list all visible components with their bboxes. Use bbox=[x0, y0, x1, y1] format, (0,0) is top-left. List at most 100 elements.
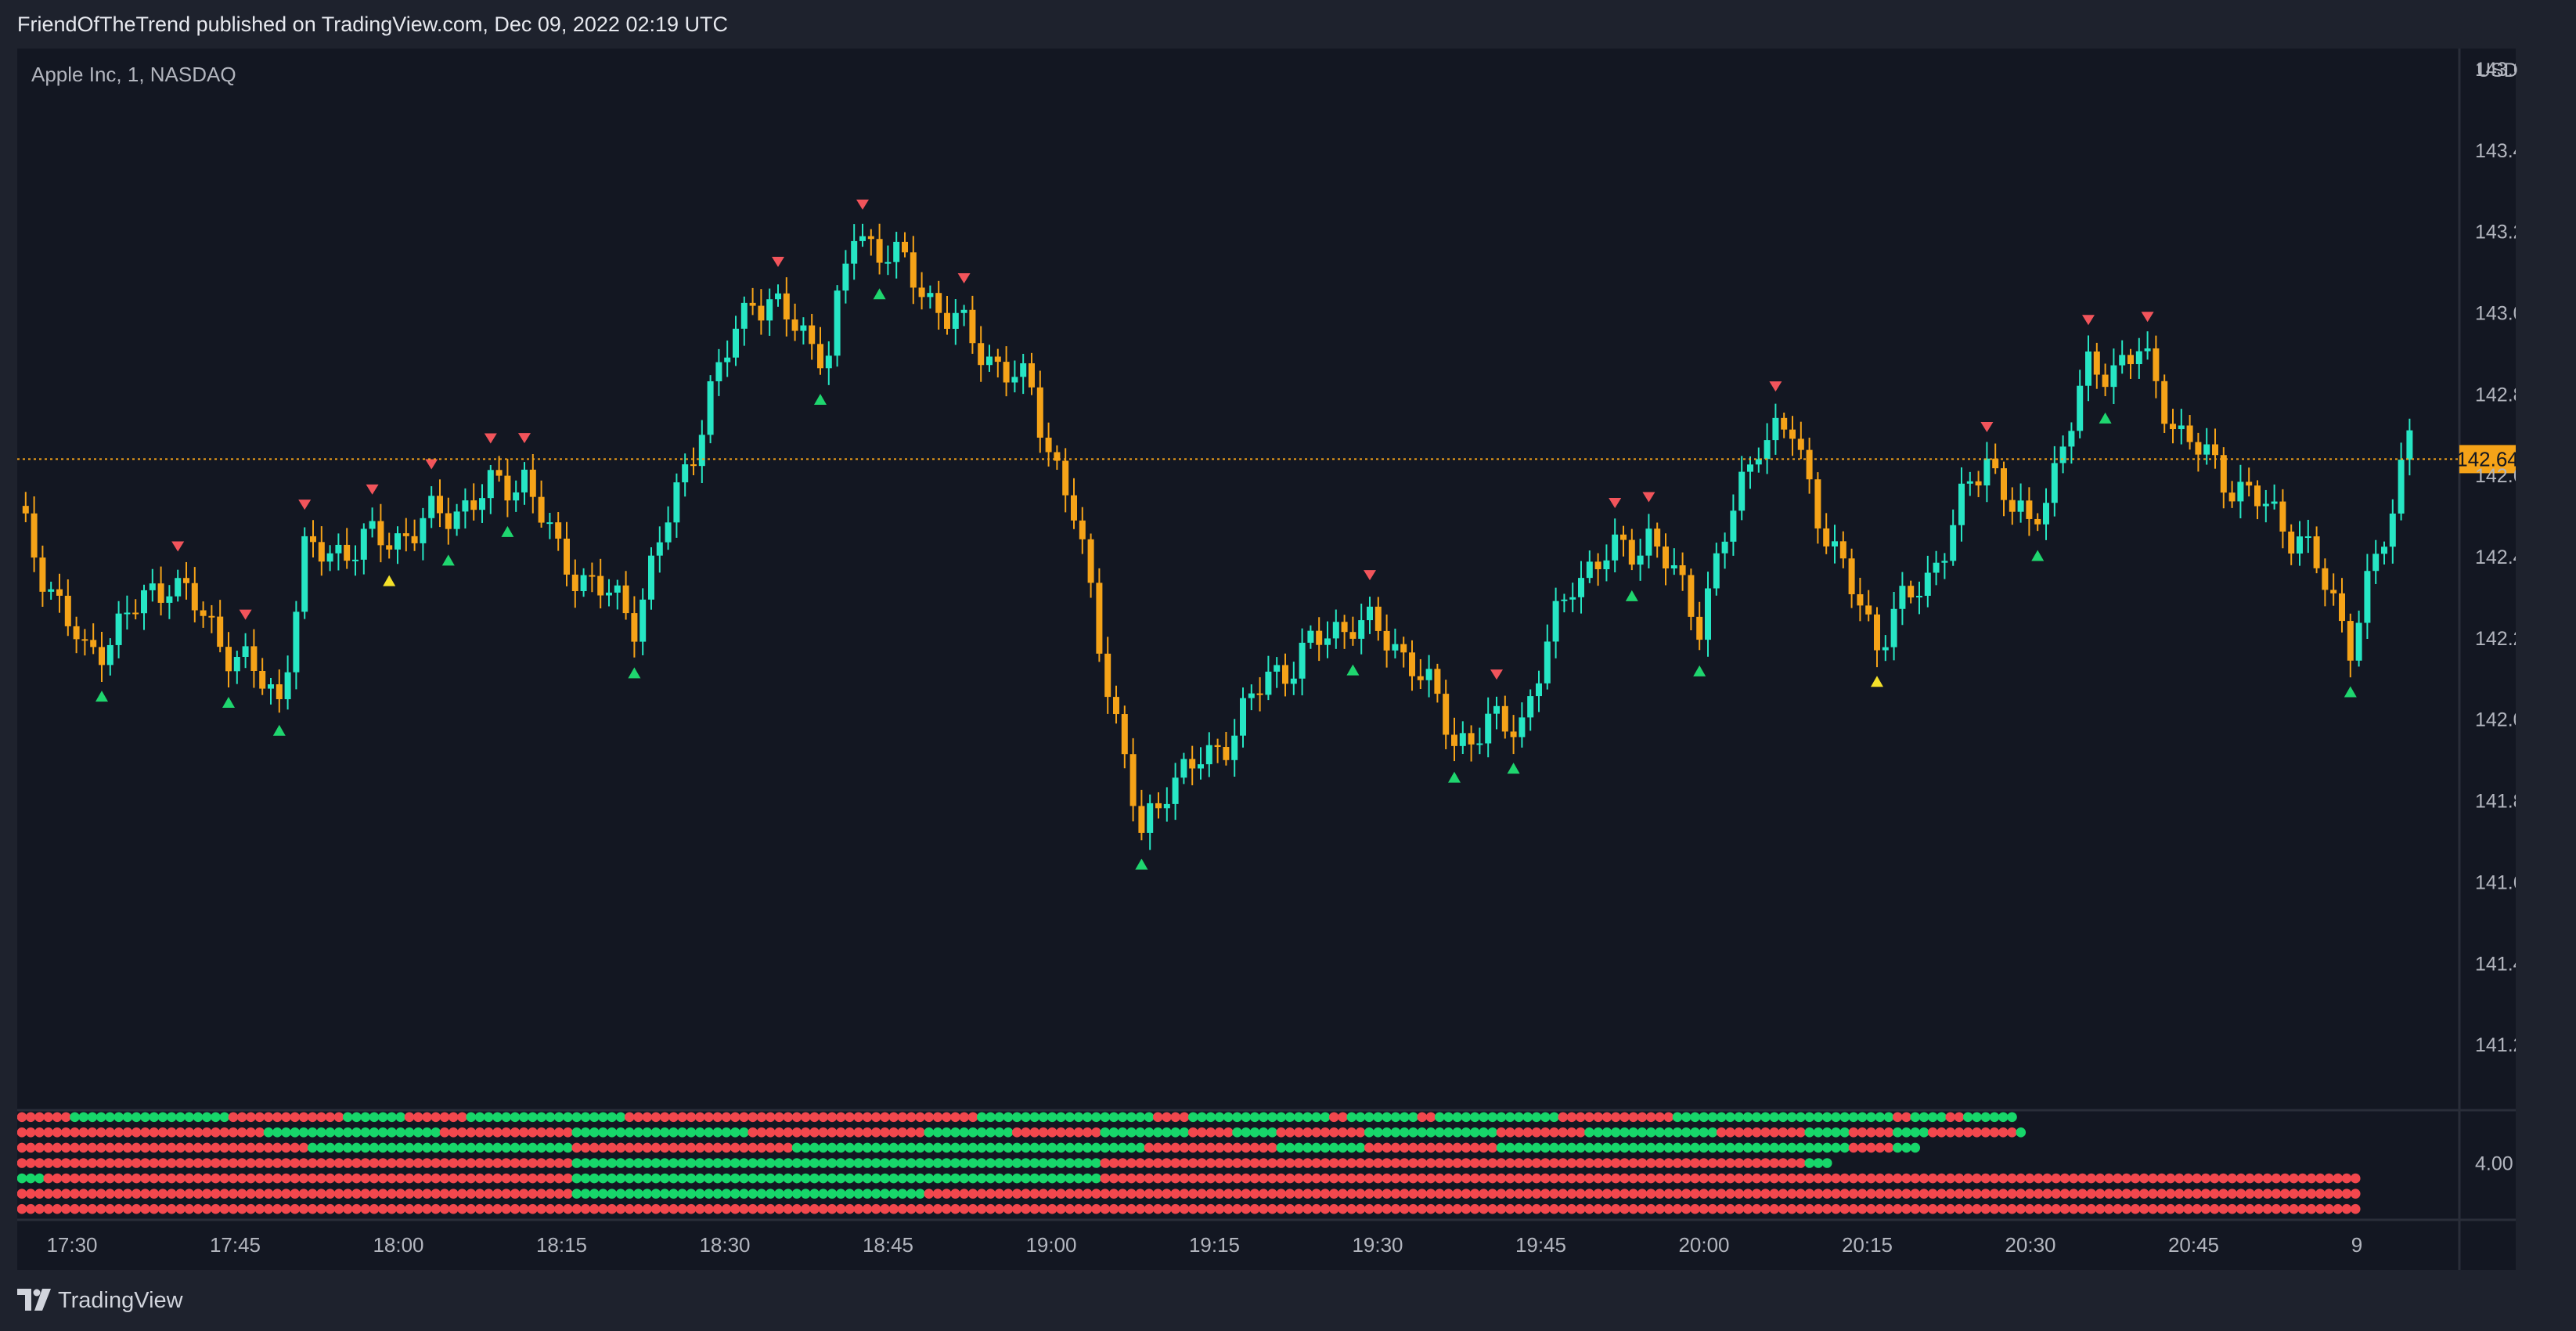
oscillator-dot bbox=[2068, 1173, 2079, 1184]
candle-body bbox=[2279, 501, 2286, 532]
oscillator-dot bbox=[571, 1173, 582, 1184]
oscillator-dot bbox=[528, 1127, 538, 1138]
oscillator-dot bbox=[783, 1189, 794, 1199]
oscillator-dot bbox=[325, 1158, 336, 1168]
oscillator-dot bbox=[1170, 1203, 1181, 1214]
candle-body bbox=[1290, 678, 1297, 684]
oscillator-dot bbox=[1628, 1203, 1639, 1214]
oscillator-dot bbox=[915, 1127, 925, 1138]
oscillator-dot bbox=[501, 1158, 512, 1168]
sell-signal-marker bbox=[772, 257, 784, 268]
candle-body bbox=[564, 538, 570, 575]
oscillator-dot bbox=[122, 1173, 133, 1184]
oscillator-dot bbox=[263, 1158, 274, 1168]
oscillator-dot bbox=[650, 1127, 661, 1138]
oscillator-dot bbox=[783, 1142, 794, 1153]
oscillator-dot bbox=[307, 1127, 318, 1138]
oscillator-dot bbox=[1364, 1173, 1374, 1184]
oscillator-dot bbox=[1769, 1127, 1780, 1138]
oscillator-dot bbox=[1945, 1203, 1956, 1214]
oscillator-dot bbox=[1866, 1112, 1876, 1123]
oscillator-dot bbox=[1998, 1203, 2009, 1214]
oscillator-dot bbox=[1293, 1173, 1304, 1184]
candle-body bbox=[1274, 665, 1281, 672]
oscillator-dot bbox=[290, 1203, 301, 1214]
candle-body bbox=[1594, 561, 1601, 570]
oscillator-dot bbox=[369, 1127, 380, 1138]
oscillator-dot bbox=[1531, 1173, 1542, 1184]
oscillator-dot bbox=[60, 1127, 71, 1138]
oscillator-dot bbox=[1504, 1203, 1515, 1214]
oscillator-dot bbox=[140, 1173, 150, 1184]
candle-body bbox=[1468, 733, 1475, 745]
oscillator-dot bbox=[932, 1203, 943, 1214]
candle-body bbox=[73, 626, 80, 640]
candle-body bbox=[1552, 601, 1559, 642]
oscillator-dot bbox=[290, 1189, 301, 1199]
oscillator-dot bbox=[272, 1127, 283, 1138]
oscillator-dot bbox=[1179, 1127, 1190, 1138]
oscillator-dot bbox=[1496, 1112, 1507, 1123]
oscillator-dot bbox=[404, 1158, 415, 1168]
oscillator-dot bbox=[457, 1203, 467, 1214]
candle-body bbox=[1721, 541, 1728, 554]
oscillator-dot bbox=[1205, 1203, 1216, 1214]
tradingview-logo-icon[interactable] bbox=[17, 1289, 52, 1311]
oscillator-dot bbox=[2333, 1173, 2344, 1184]
oscillator-dot bbox=[1382, 1158, 1392, 1168]
candle-body bbox=[56, 589, 63, 596]
oscillator-dot bbox=[149, 1127, 160, 1138]
oscillator-dot bbox=[536, 1173, 547, 1184]
oscillator-dot bbox=[589, 1203, 600, 1214]
oscillator-dot bbox=[1108, 1173, 1119, 1184]
symbol-legend[interactable]: Apple Inc, 1, NASDAQ bbox=[31, 63, 236, 86]
oscillator-dot bbox=[1011, 1142, 1022, 1153]
oscillator-dot bbox=[2113, 1173, 2123, 1184]
oscillator-dot bbox=[316, 1158, 326, 1168]
oscillator-dot bbox=[915, 1203, 925, 1214]
oscillator-dot bbox=[246, 1203, 256, 1214]
oscillator-dot bbox=[518, 1158, 529, 1168]
candle-body bbox=[1240, 698, 1246, 736]
candle-body bbox=[1129, 754, 1137, 806]
chart-area[interactable]: 142.64 143.60143.40143.20143.00142.80142… bbox=[17, 49, 2518, 1270]
oscillator-dot bbox=[1390, 1158, 1401, 1168]
oscillator-dot bbox=[307, 1112, 318, 1123]
oscillator-dot bbox=[870, 1173, 881, 1184]
oscillator-dot bbox=[333, 1158, 344, 1168]
buy-signal-marker bbox=[383, 575, 396, 586]
candle-body bbox=[2026, 500, 2033, 519]
oscillator-dot bbox=[1980, 1173, 1991, 1184]
oscillator-dot bbox=[1760, 1203, 1771, 1214]
oscillator-dot bbox=[1232, 1173, 1242, 1184]
oscillator-dot bbox=[1126, 1158, 1137, 1168]
candle-body bbox=[1663, 546, 1669, 569]
oscillator-dot bbox=[553, 1142, 564, 1153]
oscillator-dot bbox=[1170, 1127, 1181, 1138]
candle-body bbox=[2406, 430, 2413, 460]
oscillator-dot bbox=[571, 1203, 582, 1214]
candle-body bbox=[1603, 560, 1610, 570]
oscillator-dot bbox=[721, 1112, 732, 1123]
price-tick-label: 143.40 bbox=[2475, 140, 2516, 162]
oscillator-dot bbox=[748, 1127, 758, 1138]
time-tick-label: 19:00 bbox=[1025, 1233, 1076, 1257]
candle-body bbox=[1874, 614, 1880, 651]
oscillator-dot bbox=[967, 1189, 978, 1199]
oscillator-dot bbox=[1866, 1189, 1876, 1199]
oscillator-dot bbox=[1258, 1127, 1269, 1138]
oscillator-dot bbox=[1962, 1112, 1973, 1123]
tradingview-brand-text[interactable]: TradingView bbox=[58, 1288, 183, 1313]
oscillator-dot bbox=[2077, 1203, 2088, 1214]
oscillator-dot bbox=[888, 1142, 899, 1153]
oscillator-dot bbox=[1443, 1142, 1454, 1153]
oscillator-dot bbox=[184, 1127, 195, 1138]
oscillator-dot bbox=[809, 1203, 820, 1214]
candle-body bbox=[902, 241, 908, 253]
oscillator-dot bbox=[563, 1112, 573, 1123]
oscillator-dot bbox=[1073, 1189, 1084, 1199]
oscillator-dot bbox=[906, 1158, 917, 1168]
oscillator-dot bbox=[976, 1173, 987, 1184]
oscillator-dot bbox=[1479, 1142, 1489, 1153]
price-chart[interactable]: 142.64 143.60143.40143.20143.00142.80142… bbox=[17, 49, 2516, 1270]
